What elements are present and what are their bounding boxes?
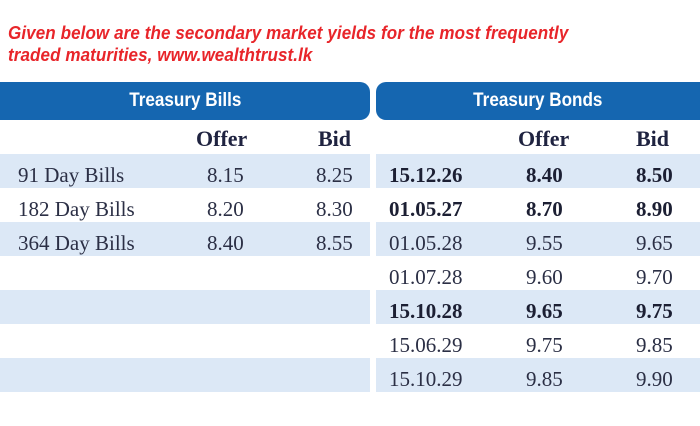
bond-bid: 9.85 (636, 333, 673, 357)
bond-maturity: 01.05.27 (389, 197, 463, 221)
bill-bid: 8.30 (316, 197, 353, 221)
bond-maturity: 01.05.28 (389, 231, 463, 255)
bond-maturity: 15.12.26 (389, 163, 463, 187)
bond-bid: 8.50 (636, 163, 673, 187)
bonds-offer-header: Offer (518, 126, 570, 151)
table-row (0, 154, 700, 188)
table-row (0, 188, 700, 222)
bills-bid-header: Bid (318, 126, 352, 151)
bond-offer: 9.60 (526, 265, 563, 289)
bond-offer: 9.65 (526, 299, 563, 323)
table-row (0, 392, 700, 426)
header-row (0, 120, 700, 154)
table-row (0, 324, 700, 358)
caption-line-1: Given below are the secondary market yie… (8, 22, 569, 43)
table-row (0, 358, 700, 392)
bond-maturity: 15.06.29 (389, 333, 463, 357)
caption-line-2: traded maturities, www.wealthtrust.lk (8, 44, 313, 65)
bond-offer: 8.40 (526, 163, 563, 187)
bill-offer: 8.15 (207, 163, 244, 187)
bill-bid: 8.25 (316, 163, 353, 187)
bonds-bid-header: Bid (636, 126, 670, 151)
bond-maturity: 15.10.29 (389, 367, 463, 391)
bond-maturity: 01.07.28 (389, 265, 463, 289)
bill-name: 182 Day Bills (18, 197, 135, 221)
bill-name: 91 Day Bills (18, 163, 125, 187)
bond-offer: 9.75 (526, 333, 563, 357)
bill-offer: 8.20 (207, 197, 244, 221)
bond-maturity: 15.10.28 (389, 299, 463, 323)
treasury-bonds-band: Treasury Bonds (376, 82, 700, 120)
bill-bid: 8.55 (316, 231, 353, 255)
table-row (0, 290, 700, 324)
treasury-bills-band: Treasury Bills (0, 82, 370, 120)
treasury-bonds-title: Treasury Bonds (473, 90, 603, 111)
table-row (0, 256, 700, 290)
bill-name: 364 Day Bills (18, 231, 135, 255)
table-row (0, 222, 700, 256)
treasury-bills-title: Treasury Bills (128, 90, 242, 111)
bond-bid: 9.70 (636, 265, 673, 289)
bond-bid: 9.75 (636, 299, 673, 323)
bond-bid: 9.65 (636, 231, 673, 255)
bond-offer: 9.85 (526, 367, 563, 391)
bond-offer: 9.55 (526, 231, 563, 255)
bond-bid: 9.90 (636, 367, 673, 391)
bills-offer-header: Offer (196, 126, 248, 151)
caption: Given below are the secondary market yie… (8, 22, 643, 66)
column-divider (370, 120, 376, 411)
bill-offer: 8.40 (207, 231, 244, 255)
bond-bid: 8.90 (636, 197, 673, 221)
bond-offer: 8.70 (526, 197, 563, 221)
